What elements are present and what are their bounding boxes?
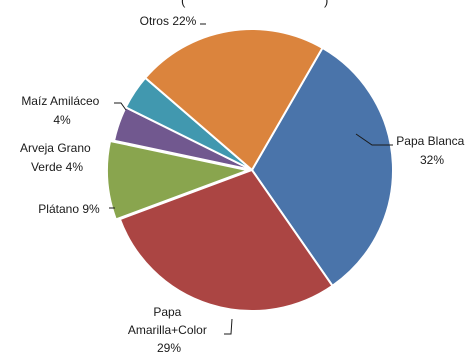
label-platano: Plátano 9%	[38, 202, 100, 216]
label-otros: Otros 22%	[140, 14, 197, 28]
chart-title-open: (	[181, 0, 186, 8]
pie-slice-platano	[106, 139, 252, 221]
leader-papa-blanca	[355, 133, 393, 146]
leader-papa-amarilla	[224, 318, 233, 335]
label-papa-amarilla-color: Papa Amarilla+Color 29%	[128, 305, 210, 355]
label-papa-blanca: Papa Blanca 32%	[396, 134, 467, 167]
pie-slices	[106, 28, 394, 312]
leader-lines	[109, 23, 393, 335]
pie-slice-papa-amarilla-color	[118, 168, 334, 312]
pie-slice-otros	[143, 28, 324, 172]
pie-slice-papa-blanca	[250, 46, 394, 288]
chart-title-close: )	[324, 0, 328, 8]
label-maiz-amilaceo: Maíz Amiláceo 4%	[21, 94, 102, 127]
leader-maiz	[114, 102, 127, 111]
label-arveja-grano-verde: Arveja Grano Verde 4%	[20, 141, 94, 174]
